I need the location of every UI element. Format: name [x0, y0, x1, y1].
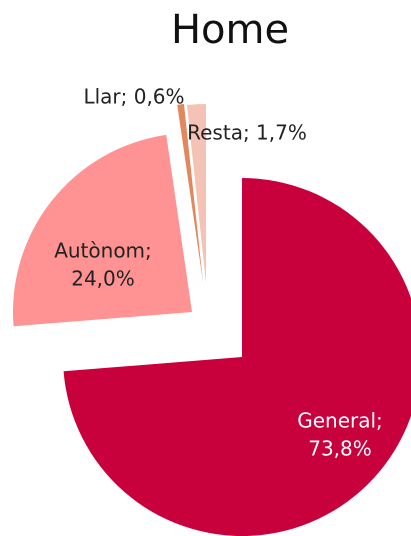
data-label: General;	[297, 409, 383, 433]
chart-title: Home	[171, 7, 289, 53]
data-label: 73,8%	[308, 437, 372, 461]
data-label: Autònom;	[54, 239, 152, 263]
pie-slice	[177, 104, 203, 282]
pie-slice	[12, 134, 192, 327]
data-label: Llar; 0,6%	[83, 85, 184, 109]
data-label: 24,0%	[71, 267, 135, 291]
data-label: Resta; 1,7%	[187, 121, 307, 145]
pie-slice	[63, 178, 411, 536]
pie-slice	[186, 104, 206, 283]
